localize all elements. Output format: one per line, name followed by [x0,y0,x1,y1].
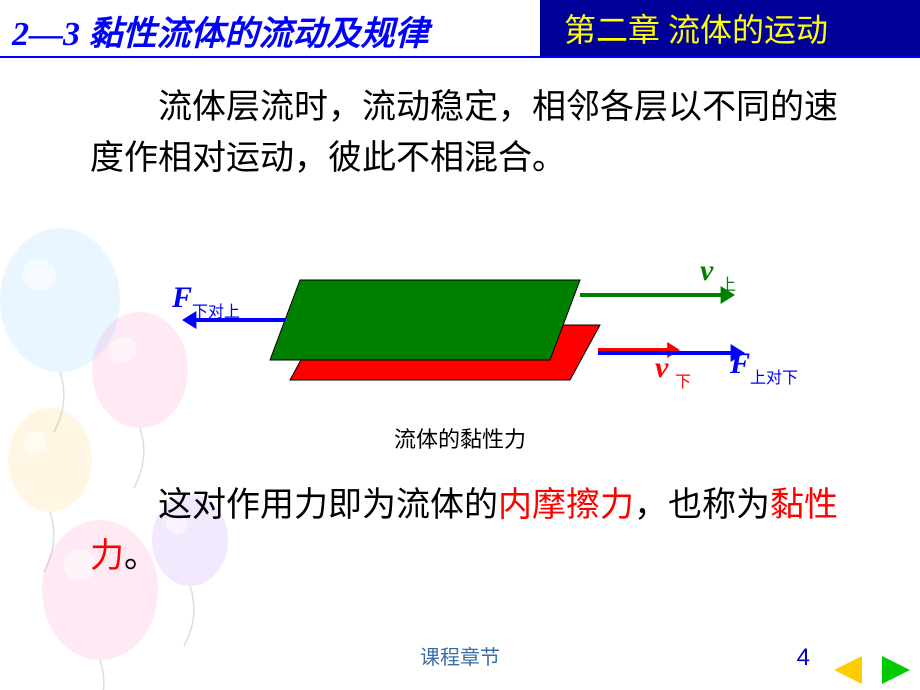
p2-t3: 。 [124,538,158,575]
svg-text:v: v [655,351,669,384]
p2-red1: 内摩擦力 [498,487,634,524]
diagram-caption: 流体的黏性力 [0,422,920,454]
nav-next-icon[interactable] [882,656,910,684]
nav-arrows [832,654,912,686]
nav-prev-icon[interactable] [834,656,862,684]
paragraph-1: 流体层流时，流动稳定，相邻各层以不同的速度作相对运动，彼此不相混合。 [90,82,850,184]
svg-text:下对上: 下对上 [192,303,240,321]
section-title: 2—3 黏性流体的流动及规律 [12,6,429,55]
paragraph-2: 这对作用力即为流体的内摩擦力，也称为黏性力。 [90,480,850,582]
p2-t2: ，也称为 [634,487,770,524]
svg-text:v: v [700,265,714,287]
svg-text:上对下: 上对下 [750,369,798,387]
page-number: 4 [797,644,810,672]
viscous-force-diagram: F下对上v上v下F上对下 [170,265,810,425]
svg-text:上: 上 [720,276,736,294]
p2-t1: 这对作用力即为流体的 [158,487,498,524]
footer-label: 课程章节 [0,641,920,670]
svg-text:F: F [171,281,192,314]
svg-text:下: 下 [675,374,691,391]
svg-text:F: F [729,347,750,380]
chapter-banner: 第二章 流体的运动 [540,0,920,56]
header-rule [0,56,920,58]
chapter-title: 第二章 流体的运动 [564,5,828,51]
slide-header: 2—3 黏性流体的流动及规律 第二章 流体的运动 [0,0,920,60]
